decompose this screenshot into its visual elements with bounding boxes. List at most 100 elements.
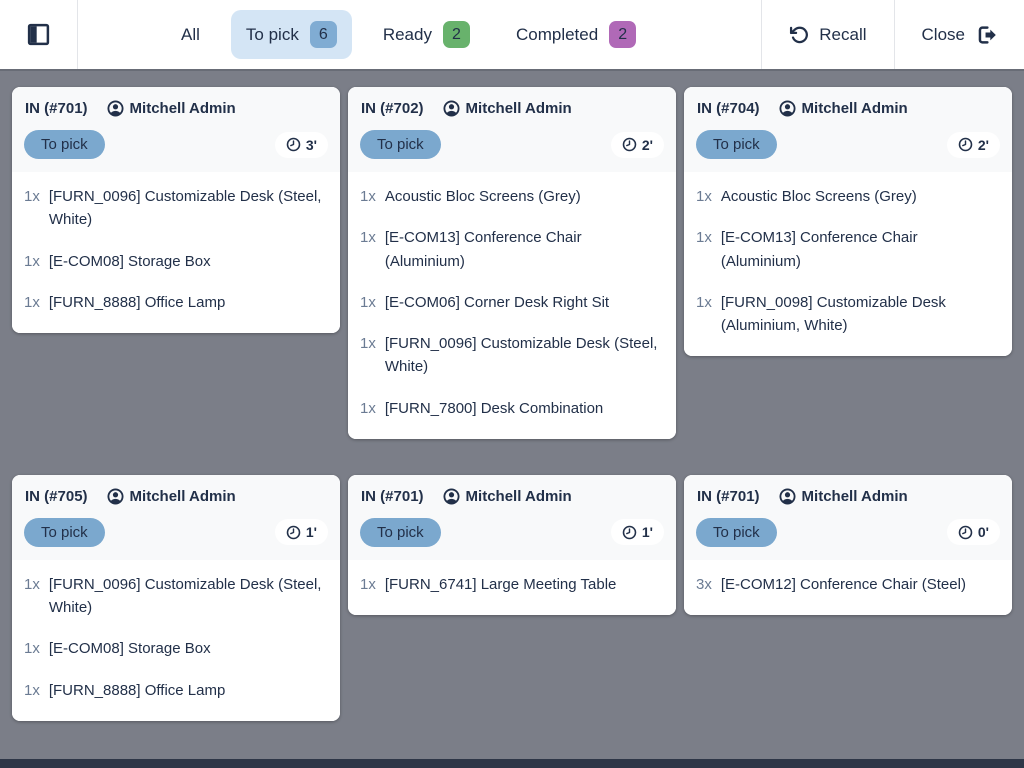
clock-icon <box>286 137 301 152</box>
time-estimate: 2' <box>946 131 1000 158</box>
product-list: 1x [FURN_0096] Customizable Desk (Steel, … <box>12 559 340 721</box>
assigned-user: Mitchell Admin <box>443 100 572 117</box>
product-name: Acoustic Bloc Screens (Grey) <box>720 188 917 205</box>
picking-card[interactable]: IN (#702) Mitchell Admin <box>348 87 676 439</box>
time-value: 2' <box>977 136 989 153</box>
product-line: 1x Acoustic Bloc Screens (Grey) <box>696 176 1000 217</box>
picking-card[interactable]: IN (#701) Mitchell Admin <box>348 474 676 616</box>
person-circle-icon <box>779 100 796 117</box>
recall-button[interactable]: Recall <box>762 0 893 69</box>
bottom-bar <box>0 759 1024 768</box>
product-qty: 1x <box>696 188 712 205</box>
product-list: 3x [E-COM12] Conference Chair (Steel) <box>684 559 1012 616</box>
product-name: [FURN_0096] Customizable Desk (Steel, Wh… <box>48 188 322 229</box>
product-line: 1x [FURN_8888] Office Lamp <box>24 282 328 323</box>
assigned-user: Mitchell Admin <box>779 488 908 505</box>
product-name: [FURN_0096] Customizable Desk (Steel, Wh… <box>48 575 322 617</box>
clock-icon <box>958 137 973 152</box>
user-name: Mitchell Admin <box>465 487 572 505</box>
tab-label: Completed <box>515 24 599 44</box>
user-name: Mitchell Admin <box>801 100 908 117</box>
product-qty: 3x <box>696 575 712 593</box>
product-line: 1x [FURN_0096] Customizable Desk (Steel, … <box>360 323 664 388</box>
time-estimate: 1' <box>274 519 328 546</box>
count-badge: 2 <box>609 21 637 48</box>
status-badge: To pick <box>360 517 441 547</box>
product-name: [FURN_0096] Customizable Desk (Steel, Wh… <box>384 335 658 376</box>
tab-ready[interactable]: Ready 2 <box>368 10 485 59</box>
product-line: 1x [E-COM08] Storage Box <box>24 241 328 282</box>
product-line: 1x [FURN_7800] Desk Combination <box>360 388 664 429</box>
picking-card[interactable]: IN (#705) Mitchell Admin <box>12 474 340 721</box>
card-header: IN (#701) Mitchell Admin <box>348 474 676 560</box>
picking-reference: IN (#705) <box>25 487 88 505</box>
product-list: 1x [FURN_0096] Customizable Desk (Steel, … <box>12 172 340 333</box>
product-line: 1x [FURN_8888] Office Lamp <box>24 670 328 711</box>
product-line: 1x Acoustic Bloc Screens (Grey) <box>360 176 664 217</box>
person-circle-icon <box>107 488 124 505</box>
sign-out-icon <box>975 24 997 46</box>
product-qty: 1x <box>360 293 376 311</box>
product-qty: 1x <box>24 188 40 205</box>
tab-completed[interactable]: Completed 2 <box>501 10 651 59</box>
picking-reference: IN (#701) <box>697 487 760 505</box>
product-qty: 1x <box>360 188 376 205</box>
product-qty: 1x <box>24 252 40 270</box>
product-list: 1x Acoustic Bloc Screens (Grey) 1x [E-COM13… <box>684 172 1012 357</box>
product-qty: 1x <box>24 640 40 658</box>
user-name: Mitchell Admin <box>801 487 908 505</box>
status-badge: To pick <box>24 517 105 547</box>
product-line: 3x [E-COM12] Conference Chair (Steel) <box>696 564 1000 605</box>
user-name: Mitchell Admin <box>129 487 236 505</box>
clock-icon <box>958 525 973 540</box>
count-badge: 2 <box>442 21 470 48</box>
product-line: 1x [FURN_0098] Customizable Desk (Alumini… <box>696 282 1000 347</box>
tab-all[interactable]: All <box>166 14 215 56</box>
time-estimate: 3' <box>274 131 328 158</box>
assigned-user: Mitchell Admin <box>107 100 236 117</box>
clock-icon <box>622 525 637 540</box>
clock-icon <box>286 525 301 540</box>
product-qty: 1x <box>696 229 712 247</box>
picking-reference: IN (#701) <box>25 100 88 117</box>
close-button[interactable]: Close <box>895 0 1024 69</box>
time-value: 1' <box>305 524 317 541</box>
user-name: Mitchell Admin <box>465 100 572 117</box>
user-name: Mitchell Admin <box>129 100 236 117</box>
sidebar-toggle-button[interactable] <box>27 23 50 46</box>
picking-card[interactable]: IN (#704) Mitchell Admin <box>684 87 1012 357</box>
product-name: [FURN_8888] Office Lamp <box>48 293 226 311</box>
product-name: [E-COM13] Conference Chair (Aluminium) <box>720 229 918 270</box>
tab-to-pick[interactable]: To pick 6 <box>230 10 352 59</box>
product-qty: 1x <box>360 335 376 352</box>
tab-label: Ready <box>382 24 432 44</box>
product-name: [FURN_6741] Large Meeting Table <box>384 575 617 593</box>
close-label: Close <box>921 24 965 44</box>
time-estimate: 0' <box>946 519 1000 546</box>
product-line: 1x [FURN_0096] Customizable Desk (Steel, … <box>24 564 328 629</box>
time-estimate: 1' <box>610 519 664 546</box>
time-value: 2' <box>641 136 653 153</box>
picking-card[interactable]: IN (#701) Mitchell Admin <box>684 474 1012 616</box>
divider <box>77 0 78 69</box>
assigned-user: Mitchell Admin <box>443 488 572 505</box>
picking-reference: IN (#704) <box>697 100 760 117</box>
card-header: IN (#705) Mitchell Admin <box>12 474 340 560</box>
picking-reference: IN (#701) <box>361 487 424 505</box>
picking-card[interactable]: IN (#701) Mitchell Admin <box>12 87 340 333</box>
product-qty: 1x <box>360 399 376 417</box>
tab-label: All <box>181 24 200 44</box>
product-list: 1x Acoustic Bloc Screens (Grey) 1x [E-COM13… <box>348 172 676 439</box>
divider <box>893 0 895 69</box>
assigned-user: Mitchell Admin <box>107 488 236 505</box>
status-badge: To pick <box>24 130 105 159</box>
filter-tabs: All To pick 6 Ready 2 Completed 2 <box>78 0 651 69</box>
product-line: 1x [E-COM08] Storage Box <box>24 628 328 669</box>
product-line: 1x [FURN_0096] Customizable Desk (Steel, … <box>24 176 328 241</box>
assigned-user: Mitchell Admin <box>779 100 908 117</box>
sidebar-panel-icon <box>27 23 50 46</box>
person-circle-icon <box>443 100 460 117</box>
tab-label: To pick <box>245 24 299 44</box>
product-name: [E-COM08] Storage Box <box>48 640 211 658</box>
product-name: [E-COM13] Conference Chair (Aluminium) <box>384 229 582 270</box>
